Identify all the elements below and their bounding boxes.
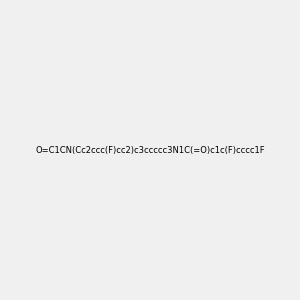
Text: O=C1CN(Cc2ccc(F)cc2)c3ccccc3N1C(=O)c1c(F)cccc1F: O=C1CN(Cc2ccc(F)cc2)c3ccccc3N1C(=O)c1c(F… xyxy=(35,146,265,154)
